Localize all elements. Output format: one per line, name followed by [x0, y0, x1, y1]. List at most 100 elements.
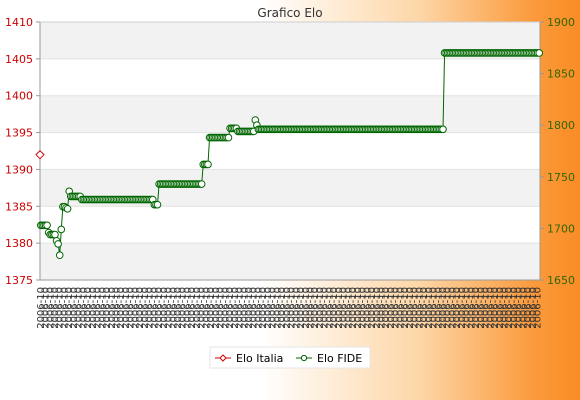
left-tick-label: 1385	[5, 200, 33, 213]
x-tick-label: 2006-10	[533, 287, 544, 329]
grid-band	[40, 243, 540, 280]
x-tick-label: 2006-10	[329, 287, 340, 329]
x-tick-label: 2006-10	[485, 287, 496, 329]
x-tick-label: 2006-10	[343, 287, 354, 329]
left-tick-label: 1405	[5, 53, 33, 66]
x-tick-label: 2006-10	[206, 287, 217, 329]
x-tick-label: 2006-10	[310, 287, 321, 329]
legend-marker-italia	[219, 354, 227, 362]
x-tick-label: 2006-10	[334, 287, 345, 329]
x-tick-label: 2006-10	[235, 287, 246, 329]
x-tick-label: 2006-10	[173, 287, 184, 329]
x-tick-label: 2006-10	[443, 287, 454, 329]
x-tick-label: 2006-10	[55, 287, 66, 329]
x-tick-label: 2006-10	[518, 287, 529, 329]
x-tick-label: 2006-10	[320, 287, 331, 329]
x-tick-label: 2006-10	[376, 287, 387, 329]
x-tick-label: 2006-10	[339, 287, 350, 329]
fide-point	[153, 200, 162, 209]
x-tick-label: 2006-10	[405, 287, 416, 329]
x-tick-label: 2006-10	[353, 287, 364, 329]
x-tick-label: 2006-10	[291, 287, 302, 329]
fide-point	[54, 240, 62, 248]
x-tick-label: 2006-10	[381, 287, 392, 329]
legend-marker-fide	[300, 354, 308, 362]
right-tick-label: 1800	[547, 119, 575, 132]
x-tick-label: 2006-10	[419, 287, 430, 329]
x-tick-label: 2006-10	[211, 287, 222, 329]
x-tick-label: 2006-10	[263, 287, 274, 329]
x-tick-label: 2006-10	[93, 287, 104, 329]
x-tick-label: 2006-10	[452, 287, 463, 329]
x-tick-label: 2006-10	[268, 287, 279, 329]
x-tick-label: 2006-10	[140, 287, 151, 329]
x-tick-label: 2006-10	[239, 287, 250, 329]
x-tick-label: 2006-10	[509, 287, 520, 329]
x-tick-label: 2006-10	[528, 287, 539, 329]
x-tick-label: 2006-10	[372, 287, 383, 329]
x-tick-label: 2006-10	[111, 287, 122, 329]
x-tick-label: 2006-10	[88, 287, 99, 329]
fide-point	[57, 225, 66, 234]
x-tick-label: 2006-10	[424, 287, 435, 329]
right-tick-label: 1900	[547, 16, 575, 29]
x-tick-label: 2006-10	[74, 287, 85, 329]
x-tick-label: 2006-10	[253, 287, 264, 329]
legend-label-italia: Elo Italia	[236, 352, 283, 365]
fide-point	[439, 125, 447, 134]
x-tick-label: 2006-10	[287, 287, 298, 329]
x-tick-label: 2006-10	[395, 287, 406, 329]
right-tick-label: 1650	[547, 274, 575, 287]
x-tick-label: 2006-10	[201, 287, 212, 329]
x-tick-label: 2006-10	[78, 287, 89, 329]
x-tick-label: 2006-10	[230, 287, 241, 329]
x-tick-label: 2006-10	[462, 287, 473, 329]
x-tick-label: 2006-10	[301, 287, 312, 329]
x-tick-label: 2006-10	[523, 287, 534, 329]
x-tick-label: 2006-10	[126, 287, 137, 329]
x-tick-label: 2006-10	[182, 287, 193, 329]
x-tick-label: 2006-10	[187, 287, 198, 329]
x-tick-label: 2006-10	[168, 287, 179, 329]
x-tick-label: 2006-10	[410, 287, 421, 329]
right-tick-label: 1850	[547, 68, 575, 81]
left-tick-label: 1395	[5, 127, 33, 140]
x-tick-label: 2006-10	[324, 287, 335, 329]
x-tick-label: 2006-10	[296, 287, 307, 329]
fide-point	[63, 204, 72, 213]
x-tick-label: 2006-10	[192, 287, 203, 329]
plot-area	[40, 22, 540, 280]
x-tick-label: 2006-10	[476, 287, 487, 329]
left-tick-label: 1380	[5, 237, 33, 250]
x-tick-label: 2006-10	[135, 287, 146, 329]
x-tick-label: 2006-10	[244, 287, 255, 329]
x-tick-label: 2006-10	[315, 287, 326, 329]
fide-point	[43, 221, 51, 230]
x-tick-label: 2006-10	[466, 287, 477, 329]
chart-title: Grafico Elo	[257, 6, 322, 20]
x-tick-label: 2006-10	[41, 287, 52, 329]
x-tick-label: 2006-10	[154, 287, 165, 329]
x-tick-label: 2006-10	[59, 287, 70, 329]
x-tick-label: 2006-10	[121, 287, 132, 329]
x-tick-label: 2006-10	[69, 287, 80, 329]
x-tick-label: 2006-10	[490, 287, 501, 329]
x-tick-label: 2006-10	[277, 287, 288, 329]
x-tick-label: 2006-10	[358, 287, 369, 329]
x-tick-label: 2006-10	[447, 287, 458, 329]
x-tick-label: 2006-10	[367, 287, 378, 329]
fide-point	[224, 133, 233, 142]
x-tick-label: 2006-10	[471, 287, 482, 329]
left-tick-label: 1410	[5, 16, 33, 29]
x-tick-label: 2006-10	[400, 287, 411, 329]
x-tick-label: 2006-10	[107, 287, 118, 329]
x-tick-label: 2006-10	[495, 287, 506, 329]
x-tick-label: 2006-10	[386, 287, 397, 329]
x-tick-label: 2006-10	[514, 287, 525, 329]
x-tick-label: 2006-10	[391, 287, 402, 329]
x-tick-label: 2006-10	[272, 287, 283, 329]
x-tick-label: 2006-10	[220, 287, 231, 329]
legend-label-fide: Elo FIDE	[317, 352, 362, 365]
x-tick-label: 2006-10	[429, 287, 440, 329]
